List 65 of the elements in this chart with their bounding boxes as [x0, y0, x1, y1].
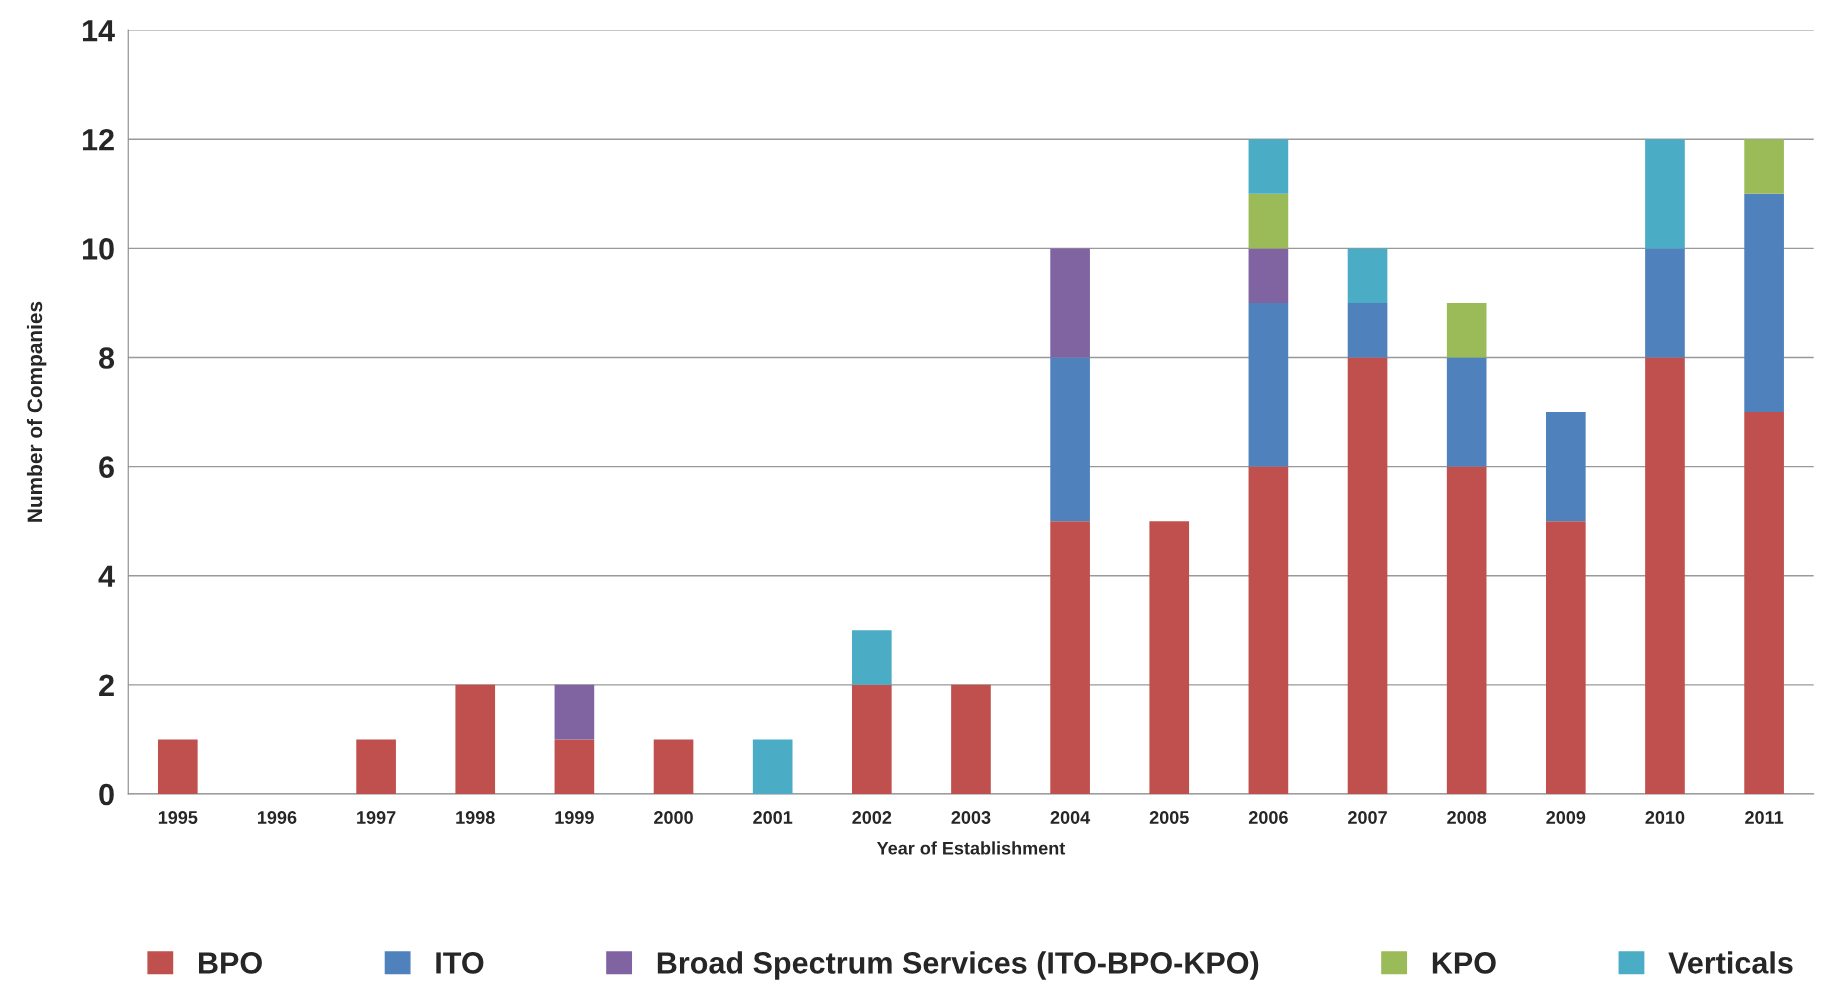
bar	[1347, 302, 1388, 358]
bar	[951, 684, 991, 794]
bar	[1744, 139, 1784, 194]
y-tick-label: 2	[99, 674, 114, 696]
bar	[554, 739, 595, 794]
x-tick-label: 1995	[158, 811, 198, 824]
legend-label: Broad Spectrum Services (ITO-BPO-KPO)	[657, 951, 1259, 980]
x-tick-label: 1999	[555, 811, 594, 824]
bar	[1050, 248, 1090, 358]
bar	[455, 684, 496, 794]
x-tick-label: 1996	[258, 811, 297, 824]
x-tick-label: 2002	[852, 811, 892, 824]
bar	[1248, 139, 1289, 194]
bar	[1744, 193, 1784, 413]
bar	[1248, 466, 1289, 794]
legend-label: KPO	[1432, 952, 1496, 974]
y-tick-label: 4	[98, 565, 115, 587]
bar	[1347, 248, 1388, 303]
x-tick-label: 2010	[1645, 811, 1685, 824]
x-tick-label: 1997	[357, 811, 396, 824]
bar	[1545, 412, 1586, 522]
legend-label: Verticals	[1668, 951, 1793, 974]
y-tick-label: 8	[99, 347, 115, 369]
x-tick-label: 2004	[1050, 811, 1091, 824]
y-tick-label: 10	[82, 238, 114, 260]
y-tick-label: 12	[82, 129, 114, 151]
x-tick-label: 2000	[654, 811, 693, 824]
bar	[554, 684, 595, 740]
bar	[1645, 357, 1685, 794]
x-axis-title: Year of Establishment	[876, 841, 1066, 855]
y-tick-label: 6	[99, 456, 114, 478]
bar	[157, 739, 198, 794]
bar	[752, 739, 793, 794]
bar	[1744, 412, 1784, 794]
x-tick-label: 2007	[1348, 811, 1387, 824]
x-tick-label: 2003	[951, 811, 991, 824]
x-tick-label: 1998	[456, 811, 495, 824]
bar	[1347, 357, 1388, 794]
bar	[356, 739, 396, 794]
y-axis-title: Number of Companies	[26, 301, 47, 522]
x-tick-label: 2005	[1149, 811, 1189, 824]
bar	[1645, 248, 1685, 358]
y-tick-label: 14	[82, 20, 115, 42]
x-tick-label: 2001	[753, 811, 793, 824]
bar	[1248, 302, 1289, 467]
bar	[1645, 139, 1685, 249]
bar	[1050, 521, 1090, 794]
legend-label: BPO	[199, 952, 262, 974]
legend-label: ITO	[436, 952, 484, 974]
bar	[1446, 466, 1487, 794]
y-tick-label: 0	[99, 783, 114, 806]
bar	[1248, 193, 1289, 249]
x-tick-label: 2011	[1745, 811, 1784, 824]
bar	[1149, 521, 1190, 794]
bar	[1050, 357, 1090, 522]
x-tick-label: 2009	[1546, 811, 1586, 824]
bar	[653, 739, 694, 794]
bar	[1248, 248, 1289, 303]
x-tick-label: 2008	[1447, 811, 1487, 824]
bar	[1446, 302, 1487, 358]
bar	[1545, 521, 1586, 794]
bar	[851, 684, 892, 794]
bar	[1446, 357, 1487, 467]
x-tick-label: 2006	[1248, 811, 1288, 824]
bar	[851, 630, 892, 685]
